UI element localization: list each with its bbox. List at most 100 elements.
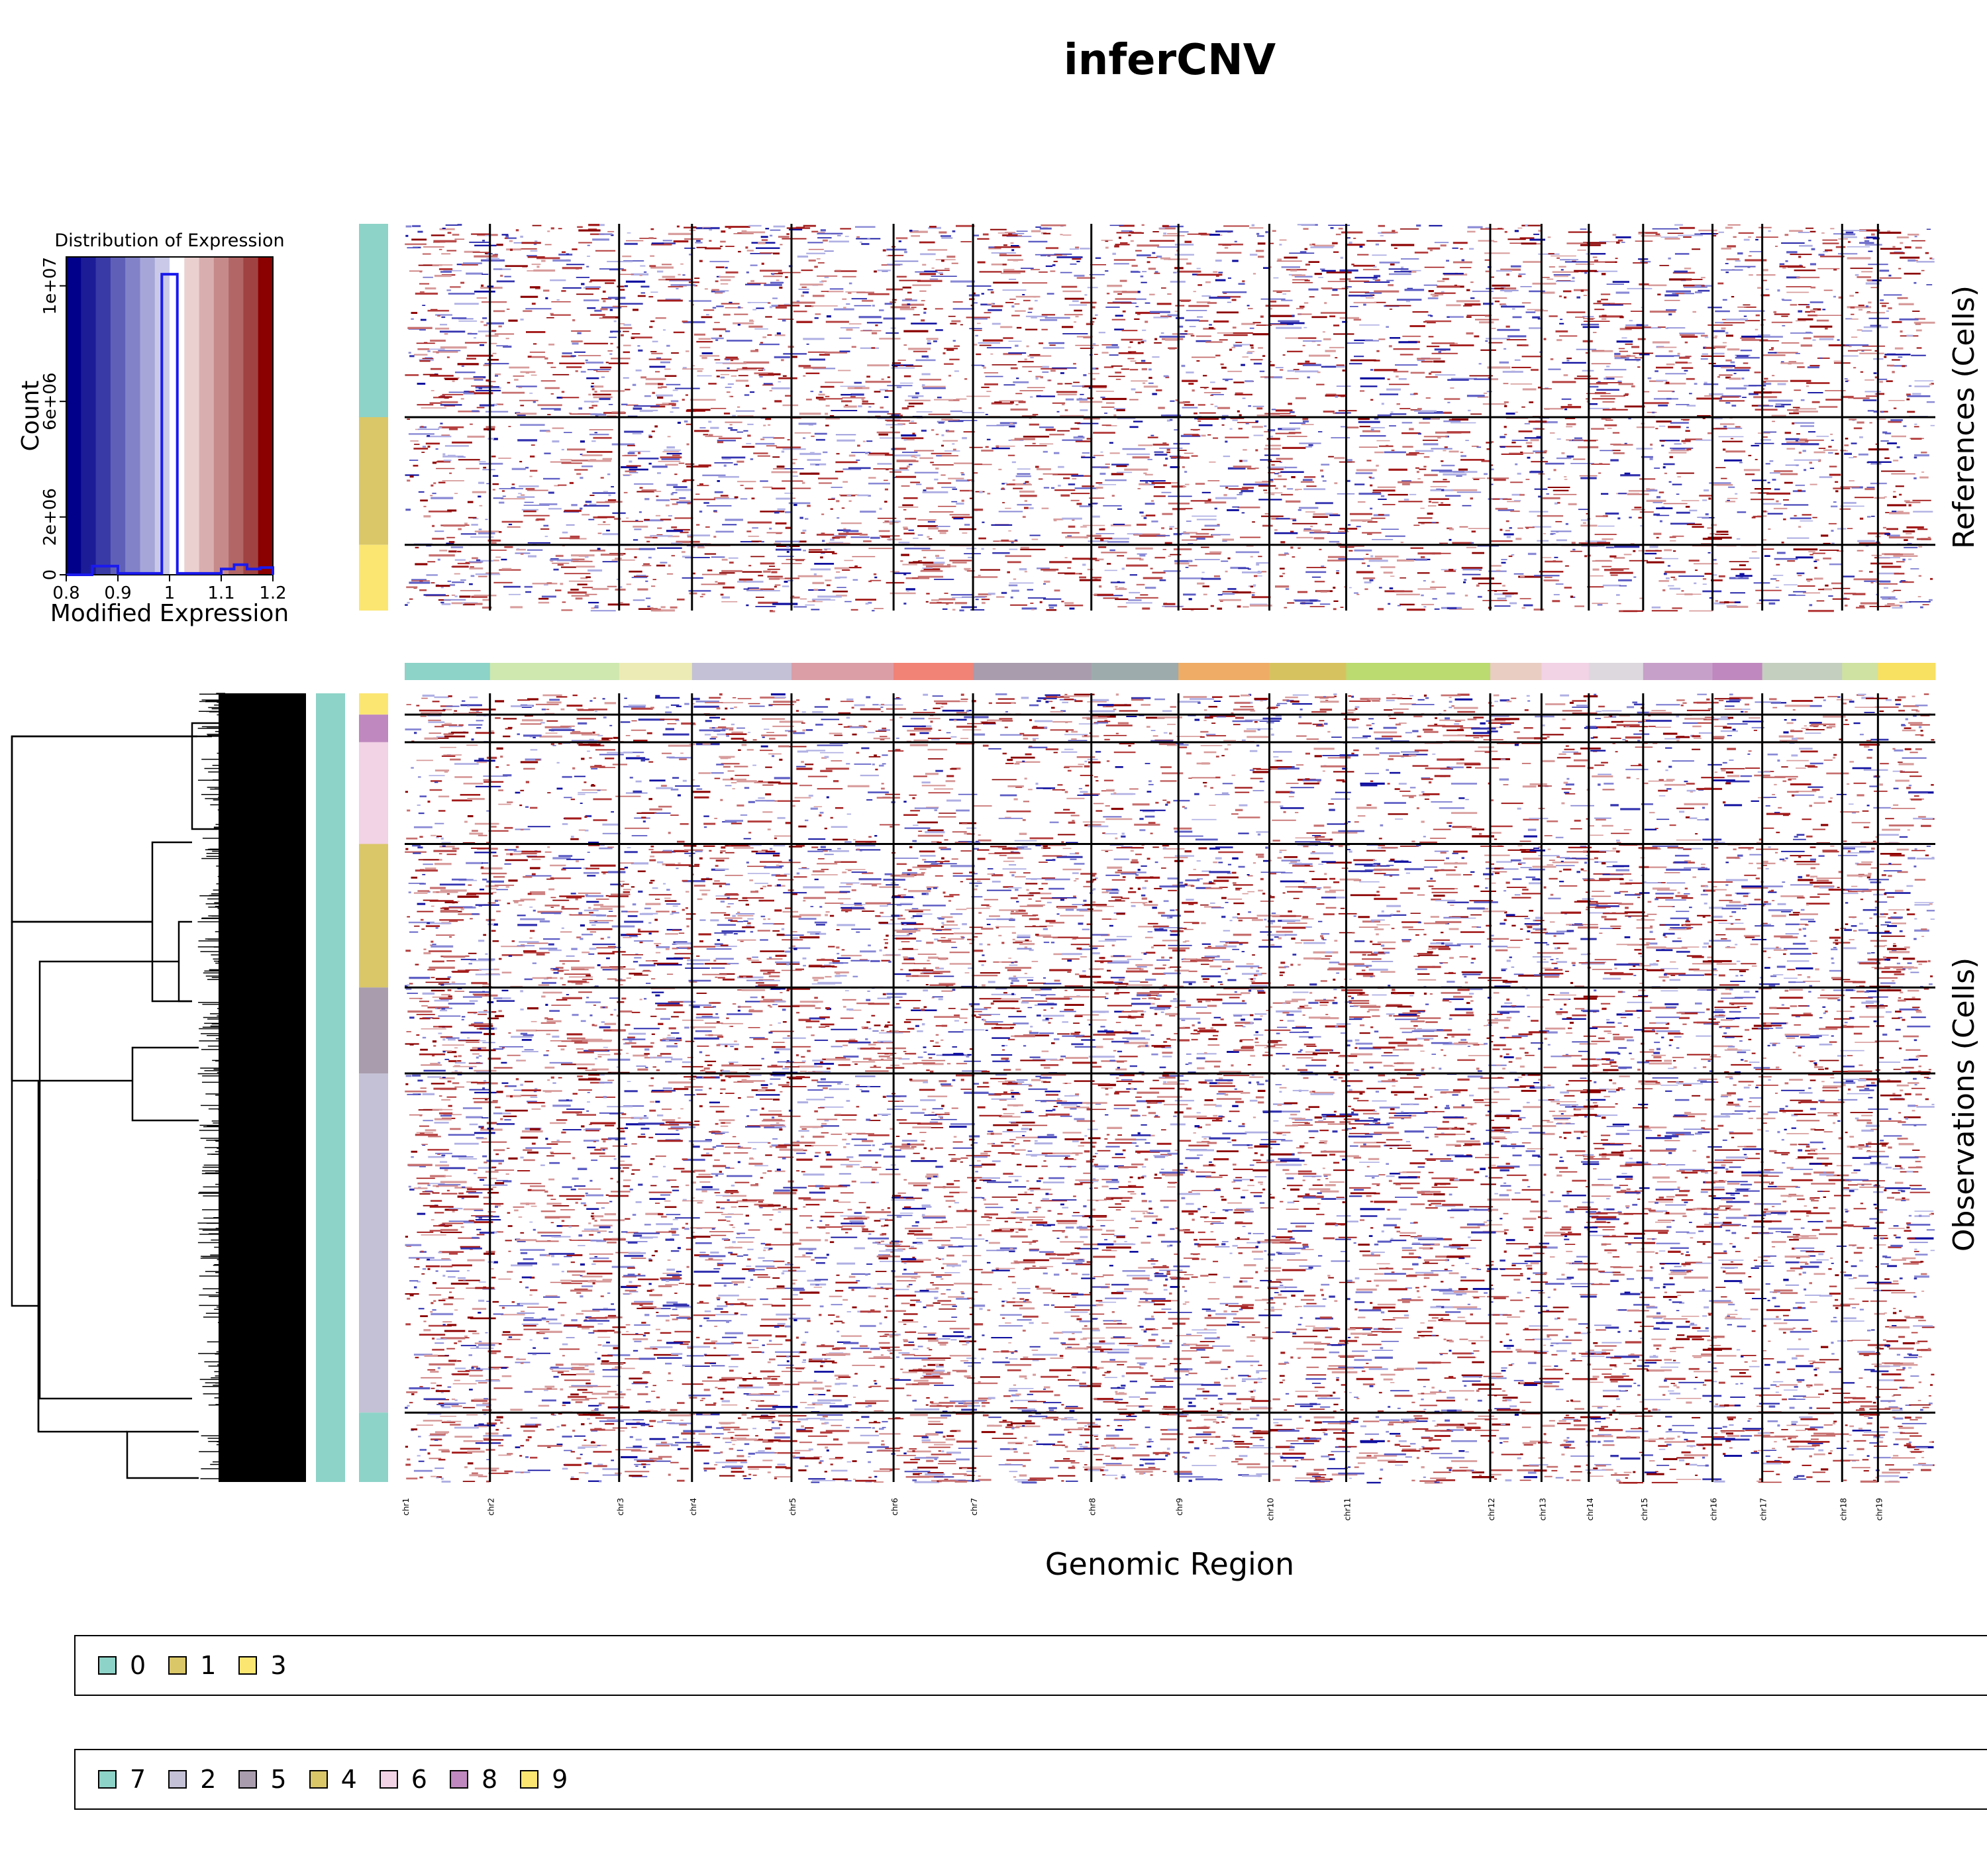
cnv-signal [979,271,1002,273]
cnv-signal [755,349,758,351]
cnv-signal [495,556,501,558]
cnv-signal [1267,429,1276,432]
cnv-signal [899,467,908,469]
cnv-signal [651,242,664,244]
cnv-signal [684,420,688,422]
cnv-signal [1506,339,1527,340]
cnv-signal [481,284,484,287]
cnv-signal [1121,368,1130,370]
cnv-signal [1396,299,1422,301]
cnv-signal [948,375,951,377]
cnv-signal [758,373,774,376]
cnv-signal [824,250,834,252]
cnv-signal [568,580,593,582]
cnv-signal [1515,411,1518,413]
cnv-signal [911,397,919,399]
cnv-signal [1077,422,1099,424]
cnv-signal [1138,444,1153,446]
cnv-signal [911,322,937,324]
cnv-signal [923,387,946,389]
cnv-signal [1390,337,1401,339]
cnv-signal [833,534,848,537]
cnv-signal [1857,540,1875,542]
cnv-signal [1866,395,1879,397]
cnv-signal [1797,438,1808,440]
cnv-signal [493,581,513,583]
cnv-signal [1463,581,1466,583]
cnv-signal [971,364,983,366]
cnv-signal [1527,445,1533,448]
cnv-signal [1725,272,1729,273]
cnv-signal [704,288,708,290]
cnv-signal [1073,436,1085,439]
cnv-signal [1239,414,1242,417]
cnv-signal [1661,506,1665,509]
cnv-signal [1170,400,1175,402]
cnv-signal [771,471,797,473]
cnv-signal [611,443,635,446]
cnv-signal [1606,377,1615,380]
cnv-signal [1906,532,1912,534]
cnv-signal [1109,452,1120,454]
cnv-signal [648,434,652,436]
cnv-signal [413,448,429,450]
cnv-signal [1082,452,1090,454]
cnv-signal [423,276,433,278]
cnv-signal [1809,468,1814,469]
cnv-signal [1592,560,1613,562]
cnv-signal [482,301,507,303]
cnv-signal [938,272,943,274]
cnv-signal [1061,601,1064,603]
cnv-signal [1630,543,1635,544]
cnv-signal [508,593,521,595]
cnv-signal [1154,271,1158,273]
cnv-signal [802,529,807,532]
cnv-signal [1689,610,1713,612]
cnv-signal [634,483,654,485]
cnv-signal [834,270,857,272]
cnv-signal [813,589,819,591]
cnv-signal [1331,437,1350,439]
cnv-signal [1416,224,1421,227]
cnv-signal [1764,377,1768,380]
cnv-signal [1282,293,1287,295]
cnv-signal [1796,276,1820,279]
cnv-signal [1494,300,1500,303]
cnv-signal [1246,545,1254,547]
cnv-signal [731,375,737,377]
cnv-signal [1027,387,1045,389]
cnv-signal [452,441,472,444]
cnv-signal [966,317,990,319]
cnv-signal [939,231,947,234]
cnv-signal [1564,418,1576,419]
cnv-signal [1476,446,1482,448]
cnv-signal [1655,233,1660,236]
cnv-signal [623,491,628,493]
cnv-signal [760,438,765,440]
cnv-signal [1582,340,1593,342]
cnv-signal [1490,464,1494,466]
cnv-signal [1564,261,1588,263]
cnv-signal [588,224,600,226]
cnv-signal [631,337,635,339]
cnv-signal [562,251,566,253]
cnv-signal [981,293,984,295]
cnv-signal [698,464,711,467]
cnv-signal [801,295,804,297]
cnv-signal [1781,443,1806,445]
cnv-signal [1809,263,1816,266]
cnv-signal [588,393,591,396]
cnv-signal [1101,352,1109,354]
cnv-signal [893,454,921,457]
cnv-signal [1828,595,1833,597]
cnv-signal [1510,383,1533,385]
cnv-signal [1056,411,1060,413]
cnv-signal [656,499,670,501]
cnv-signal [1822,588,1832,591]
cnv-signal [1186,262,1192,265]
cnv-signal [1725,263,1729,264]
cnv-signal [718,437,742,439]
cnv-signal [1470,497,1473,500]
cnv-signal [1062,326,1074,328]
cnv-signal [1833,233,1856,235]
